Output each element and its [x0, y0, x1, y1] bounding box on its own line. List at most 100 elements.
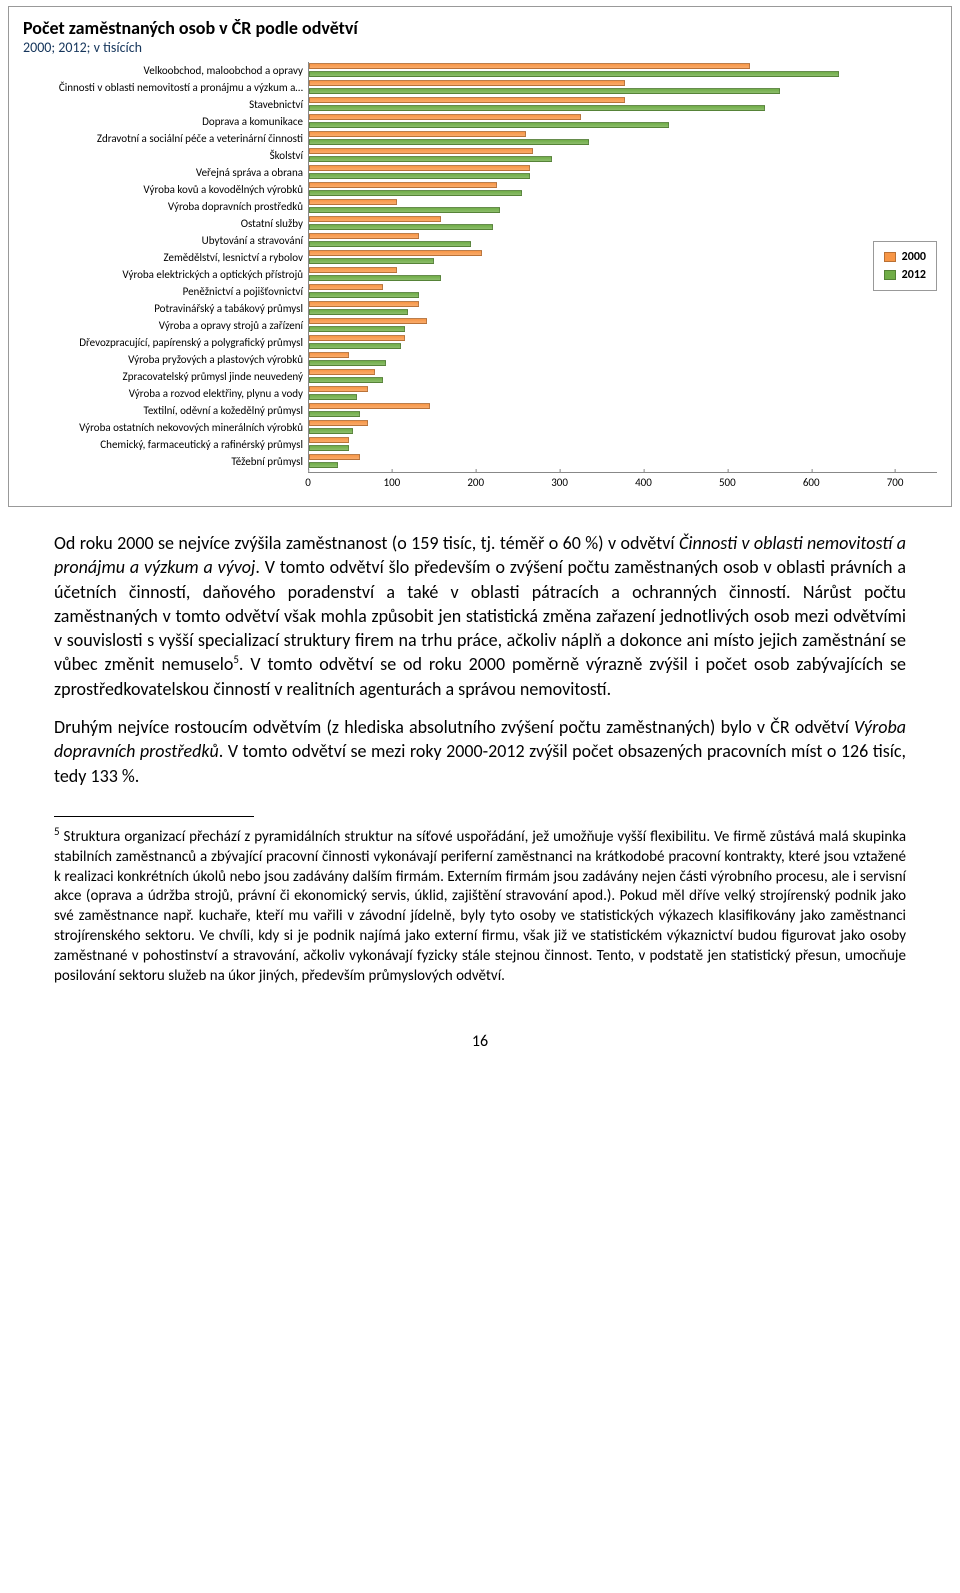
chart-row-bars [308, 317, 861, 334]
chart-row: Výroba a opravy strojů a zařízení [23, 317, 861, 334]
chart-row: Těžební průmysl [23, 453, 861, 470]
footnote-5: 5 Struktura organizací přechází z pyrami… [0, 825, 960, 986]
chart-title: Počet zaměstnaných osob v ČR podle odvět… [23, 17, 937, 39]
bar-y2012 [309, 377, 383, 383]
chart-row: Velkoobchod, maloobchod a opravy [23, 62, 861, 79]
chart-row-label: Ostatní služby [23, 215, 308, 232]
bar-y2000 [309, 318, 427, 324]
chart-row: Výroba elektrických a optických přístroj… [23, 266, 861, 283]
chart-row-label: Doprava a komunikace [23, 113, 308, 130]
x-tick: 400 [635, 473, 652, 489]
chart-row-label: Výroba pryžových a plastových výrobků [23, 351, 308, 368]
chart-row-label: Výroba kovů a kovodělných výrobků [23, 181, 308, 198]
bar-y2000 [309, 63, 750, 69]
chart-row: Zpracovatelský průmysl jinde neuvedený [23, 368, 861, 385]
chart-row-label: Chemický, farmaceutický a rafinérský prů… [23, 436, 308, 453]
chart-row-label: Peněžnictví a pojišťovnictví [23, 283, 308, 300]
chart-row-label: Zpracovatelský průmysl jinde neuvedený [23, 368, 308, 385]
bar-y2000 [309, 114, 581, 120]
chart-row-bars [308, 96, 861, 113]
chart-row-label: Výroba a opravy strojů a zařízení [23, 317, 308, 334]
chart-subtitle: 2000; 2012; v tisících [23, 39, 937, 56]
bar-y2000 [309, 131, 526, 137]
chart-row-bars [308, 334, 861, 351]
chart-row: Ubytování a stravování [23, 232, 861, 249]
paragraph-2: Druhým nejvíce rostoucím odvětvím (z hle… [54, 715, 906, 788]
bar-y2000 [309, 420, 368, 426]
chart-row-bars [308, 62, 861, 79]
chart-row: Výroba pryžových a plastových výrobků [23, 351, 861, 368]
chart-row: Zemědělství, lesnictví a rybolov [23, 249, 861, 266]
chart-row-bars [308, 283, 861, 300]
chart-row: Výroba kovů a kovodělných výrobků [23, 181, 861, 198]
chart-row-label: Stavebnictví [23, 96, 308, 113]
chart-row: Zdravotní a sociální péče a veterinární … [23, 130, 861, 147]
legend-swatch-2012 [884, 270, 896, 280]
chart-row: Školství [23, 147, 861, 164]
bar-y2000 [309, 165, 530, 171]
bar-y2012 [309, 462, 338, 468]
bar-y2012 [309, 190, 522, 196]
bar-y2012 [309, 326, 405, 332]
bar-y2000 [309, 80, 625, 86]
chart-row-label: Veřejná správa a obrana [23, 164, 308, 181]
chart-row-label: Velkoobchod, maloobchod a opravy [23, 62, 308, 79]
chart-x-axis: 0100200300400500600700 [308, 472, 937, 492]
chart-row: Výroba a rozvod elektřiny, plynu a vody [23, 385, 861, 402]
chart-row-bars [308, 436, 861, 453]
chart-row-label: Dřevozpracující, papírenský a polygrafic… [23, 334, 308, 351]
employment-chart: Počet zaměstnaných osob v ČR podle odvět… [8, 6, 952, 507]
bar-y2012 [309, 343, 401, 349]
chart-row-bars [308, 385, 861, 402]
bar-y2012 [309, 139, 589, 145]
chart-row-label: Výroba elektrických a optických přístroj… [23, 266, 308, 283]
body-text: Od roku 2000 se nejvíce zvýšila zaměstna… [0, 531, 960, 788]
bar-y2000 [309, 97, 625, 103]
bar-y2012 [309, 309, 408, 315]
chart-row: Potravinářský a tabákový průmysl [23, 300, 861, 317]
chart-row-bars [308, 300, 861, 317]
chart-row-bars [308, 232, 861, 249]
bar-y2000 [309, 284, 383, 290]
x-tick: 200 [467, 473, 484, 489]
footnote-separator [54, 816, 254, 817]
chart-row: Činnosti v oblasti nemovitostí a pronájm… [23, 79, 861, 96]
bar-y2000 [309, 216, 441, 222]
chart-row-label: Výroba ostatních nekovových minerálních … [23, 419, 308, 436]
chart-row-label: Těžební průmysl [23, 453, 308, 470]
bar-y2012 [309, 105, 765, 111]
chart-row-bars [308, 266, 861, 283]
bar-y2012 [309, 224, 493, 230]
bar-y2012 [309, 394, 357, 400]
bar-y2012 [309, 241, 471, 247]
bar-y2012 [309, 71, 839, 77]
chart-row-bars [308, 351, 861, 368]
chart-row-label: Ubytování a stravování [23, 232, 308, 249]
bar-y2000 [309, 233, 419, 239]
bar-y2000 [309, 369, 375, 375]
bar-y2012 [309, 173, 530, 179]
chart-row: Doprava a komunikace [23, 113, 861, 130]
bar-y2000 [309, 199, 397, 205]
chart-row: Výroba ostatních nekovových minerálních … [23, 419, 861, 436]
bar-y2012 [309, 411, 360, 417]
bar-y2012 [309, 258, 434, 264]
bar-y2000 [309, 148, 533, 154]
chart-row: Textilní, oděvní a kožedělný průmysl [23, 402, 861, 419]
legend-label-2000: 2000 [902, 250, 926, 264]
x-tick: 500 [719, 473, 736, 489]
bar-y2012 [309, 207, 500, 213]
chart-row-bars [308, 215, 861, 232]
bar-y2012 [309, 275, 441, 281]
bar-y2000 [309, 437, 349, 443]
chart-row-bars [308, 113, 861, 130]
chart-plot-area: Velkoobchod, maloobchod a opravyČinnosti… [23, 62, 861, 470]
bar-y2000 [309, 386, 368, 392]
x-tick: 100 [383, 473, 400, 489]
chart-row: Dřevozpracující, papírenský a polygrafic… [23, 334, 861, 351]
chart-row: Veřejná správa a obrana [23, 164, 861, 181]
legend-item-2000: 2000 [884, 248, 926, 266]
chart-legend: 2000 2012 [873, 241, 937, 291]
bar-y2000 [309, 403, 430, 409]
bar-y2000 [309, 301, 419, 307]
